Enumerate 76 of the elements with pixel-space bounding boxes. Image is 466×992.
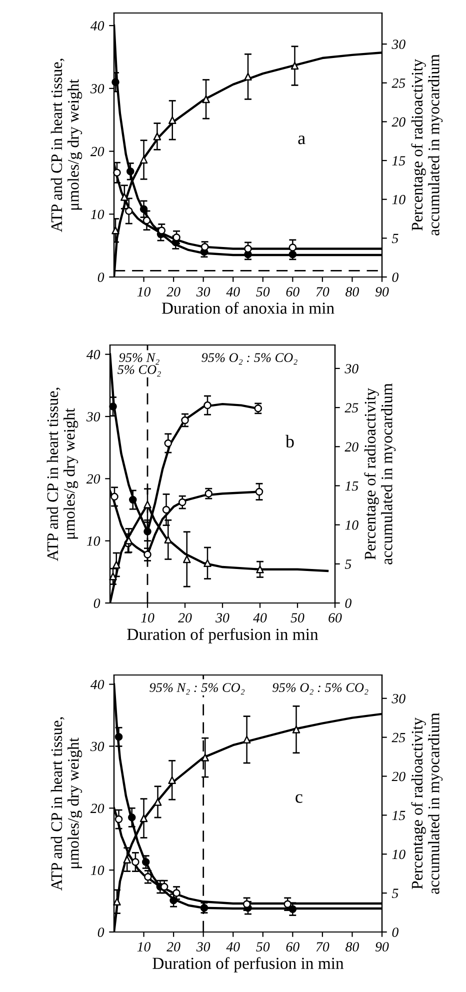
y-tick-label: 30	[90, 742, 104, 752]
y2-tick-label: 10	[392, 850, 406, 860]
x-tick-label: 50	[256, 287, 270, 296]
y2-tick-label: 5	[344, 560, 352, 569]
y-tick-label: 0	[94, 598, 100, 608]
x-tick-label: 80	[346, 942, 359, 952]
y2-tick-label: 10	[392, 194, 406, 204]
x-tick-label: 60	[328, 613, 342, 622]
x-tick-label: 60	[286, 942, 300, 952]
y2-tick-label: 15	[345, 481, 358, 491]
y-tick-label: 10	[90, 210, 104, 220]
x-tick-label: 20	[166, 942, 180, 952]
y2-tick-label: 10	[345, 520, 358, 530]
x-tick-label: 40	[226, 942, 240, 952]
annotation: 95% N₂ : 5% CO₂	[150, 683, 245, 695]
x-tick-label: 20	[166, 287, 180, 296]
y-tick-label: 0	[98, 272, 104, 282]
y-tick-label: 10	[90, 866, 104, 876]
y2-tick-label: 20	[392, 117, 406, 127]
x-tick-label: 80	[346, 287, 359, 296]
y2-axis-title: Percentage of radioactivity accumulated in myocardium	[364, 383, 396, 564]
x-axis-title: Duration of anoxia in min	[162, 302, 334, 314]
y-tick-label: 10	[86, 536, 100, 546]
x-tick-label: 20	[178, 613, 192, 622]
y-tick-label: 0	[98, 928, 104, 937]
x-tick-label: 10	[137, 942, 151, 952]
y2-tick-label: 15	[392, 156, 406, 166]
y2-tick-label: 25	[344, 403, 358, 412]
x-axis-title: Duration of perfusion in min	[127, 628, 318, 644]
y2-tick-label: 0	[392, 928, 398, 937]
x-tick-label: 30	[216, 613, 230, 622]
y-tick-label: 20	[90, 146, 104, 156]
y-axis-title: ATP and CP in heart tissue, μmoles/g dry weight	[50, 717, 82, 891]
y2-tick-label: 25	[392, 78, 406, 88]
x-tick-label: 10	[141, 613, 154, 622]
y-tick-label: 30	[90, 84, 104, 94]
y-tick-label: 20	[86, 474, 100, 484]
x-tick-label: 60	[286, 287, 300, 296]
annotation: 95% N₂ 5% CO₂	[118, 353, 161, 377]
x-tick-label: 50	[290, 613, 304, 622]
y2-axis-title: Percentage of radioactivity accumulated in myocardium	[411, 712, 443, 894]
annotation: c	[296, 794, 302, 803]
y2-tick-label: 30	[344, 364, 358, 374]
y-tick-label: 40	[86, 350, 100, 360]
y-axis-title: ATP and CP in heart tissue, μmoles/g dry weight	[50, 58, 82, 232]
x-tick-label: 40	[253, 613, 267, 622]
y-tick-label: 40	[90, 680, 104, 690]
y-tick-label: 30	[86, 412, 100, 422]
y2-tick-label: 5	[392, 234, 398, 244]
x-axis-title: Duration of perfusion in min	[152, 957, 344, 972]
annotation: 95% O₂ : 5% CO₂	[202, 353, 298, 365]
y-axis-title: ATP and CP in heart tissue, μmoles/g dry weight	[46, 388, 78, 562]
x-tick-label: 70	[316, 942, 330, 952]
x-tick-label: 40	[226, 287, 240, 296]
y2-tick-label: 15	[392, 810, 406, 820]
annotation: a	[298, 136, 306, 144]
y-tick-label: 40	[90, 21, 104, 31]
y2-tick-label: 5	[392, 888, 398, 898]
y-tick-label: 20	[90, 804, 104, 814]
x-tick-label: 90	[375, 287, 389, 296]
x-tick-label: 90	[375, 942, 389, 952]
y2-tick-label: 20	[392, 772, 406, 782]
y2-tick-label: 0	[392, 272, 398, 282]
y2-tick-label: 30	[392, 694, 406, 704]
y2-tick-label: 0	[345, 598, 352, 608]
y2-tick-label: 30	[392, 40, 406, 50]
annotation: b	[285, 434, 294, 448]
x-tick-label: 30	[196, 287, 210, 296]
y2-axis-title: Percentage of radioactivity accumulated in myocardium	[411, 54, 443, 236]
x-tick-label: 70	[316, 287, 330, 296]
x-tick-label: 30	[196, 942, 210, 952]
y2-tick-label: 25	[392, 732, 406, 742]
annotation: 95% O₂ : 5% CO₂	[272, 683, 368, 695]
x-tick-label: 10	[137, 287, 151, 296]
y2-tick-label: 20	[344, 442, 358, 452]
x-tick-label: 50	[256, 942, 270, 952]
